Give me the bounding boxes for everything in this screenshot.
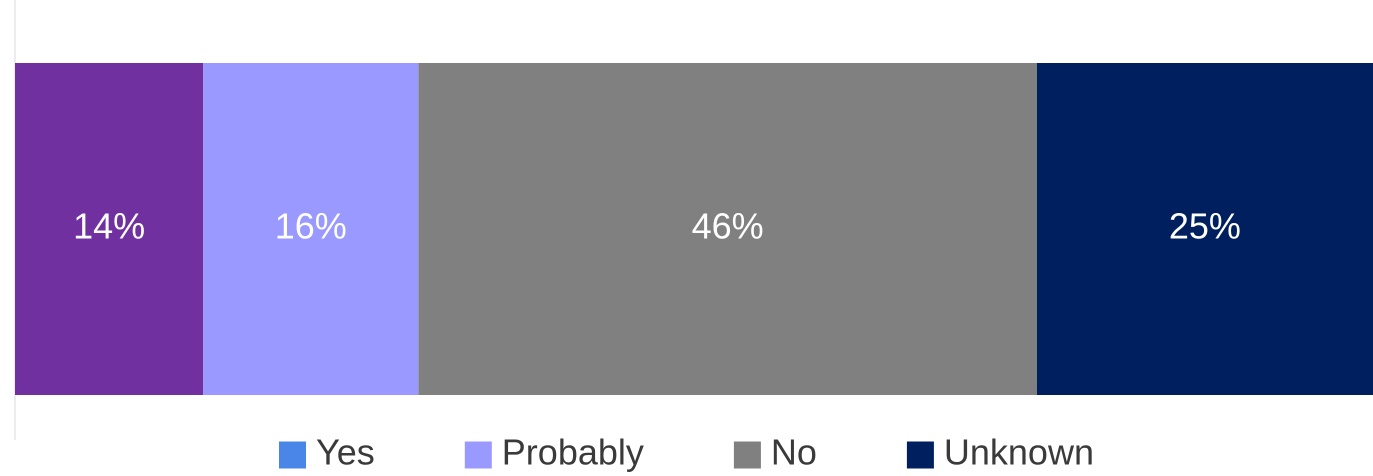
legend: Yes Probably No Unknown xyxy=(279,432,1094,473)
legend-swatch-probably xyxy=(464,441,492,469)
bar-segment-probably xyxy=(203,63,419,395)
legend-swatch-unknown xyxy=(906,441,934,469)
legend-label-unknown: Unknown xyxy=(944,432,1094,473)
data-label-yes: 14% xyxy=(73,206,145,247)
legend-label-no: No xyxy=(771,432,817,473)
bar-label-group: 14% 16% 46% 25% xyxy=(73,206,1241,247)
data-label-probably: 16% xyxy=(275,206,347,247)
bar-segment-no xyxy=(418,63,1037,395)
bar-segment-unknown xyxy=(1036,63,1373,395)
legend-label-yes: Yes xyxy=(316,432,375,473)
data-label-unknown: 25% xyxy=(1169,206,1241,247)
bar-group xyxy=(15,63,1373,395)
data-label-no: 46% xyxy=(692,206,764,247)
bar-segment-yes xyxy=(15,63,204,395)
legend-swatch-no xyxy=(733,441,761,469)
legend-label-probably: Probably xyxy=(502,432,644,473)
legend-swatch-yes xyxy=(279,441,306,469)
